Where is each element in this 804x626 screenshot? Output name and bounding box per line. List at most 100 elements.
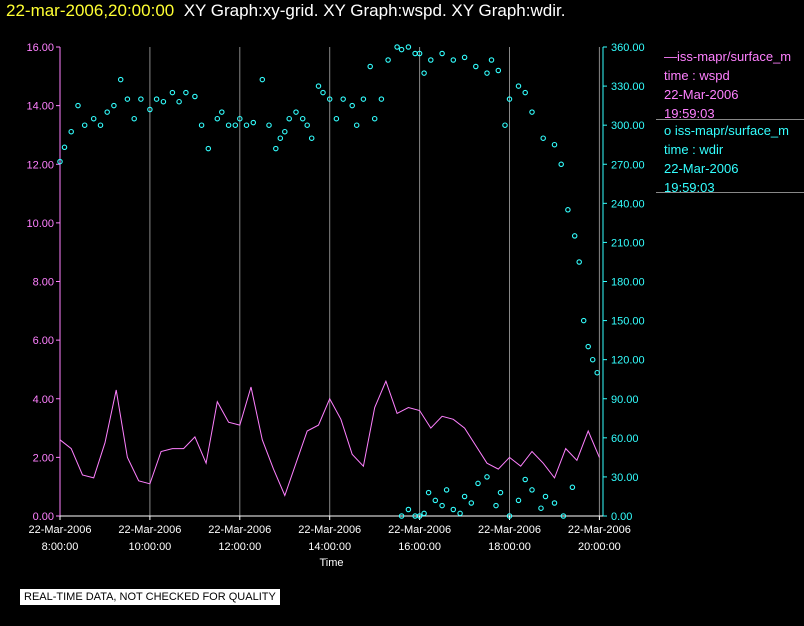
wdir-point bbox=[529, 109, 535, 115]
wdir-point bbox=[542, 493, 549, 500]
wdir-point bbox=[495, 67, 502, 74]
x-tick-time: 20:00:00 bbox=[578, 541, 621, 553]
wdir-point bbox=[304, 122, 310, 128]
wdir-point bbox=[57, 158, 63, 165]
wdir-point bbox=[565, 207, 571, 213]
y-right-tick-label: 240.00 bbox=[611, 198, 645, 210]
wdir-point bbox=[219, 109, 225, 115]
wdir-point bbox=[153, 96, 160, 102]
wdir-point bbox=[484, 70, 490, 76]
wdir-point bbox=[237, 115, 243, 122]
wdir-point bbox=[273, 145, 279, 152]
y-right-tick-label: 360.00 bbox=[611, 42, 645, 54]
wdir-point bbox=[506, 96, 513, 102]
wdir-point bbox=[468, 500, 475, 506]
legend-divider bbox=[656, 119, 804, 120]
y-right-tick-label: 210.00 bbox=[611, 237, 645, 249]
wspd-series-line bbox=[59, 379, 600, 497]
wdir-point bbox=[293, 109, 299, 115]
wdir-point bbox=[147, 106, 153, 113]
y-right-tick-label: 90.00 bbox=[611, 394, 639, 406]
wdir-point bbox=[183, 89, 189, 96]
wdir-point bbox=[450, 57, 457, 63]
wdir-point bbox=[425, 489, 432, 496]
wdir-point bbox=[250, 119, 257, 126]
wdir-point bbox=[340, 96, 346, 102]
wdir-point bbox=[515, 497, 522, 504]
legend-wdir-date: 22-Mar-2006 bbox=[664, 161, 739, 176]
wdir-point bbox=[68, 128, 74, 135]
x-tick-time: 14:00:00 bbox=[308, 541, 351, 553]
y-right-tick-label: 300.00 bbox=[611, 120, 645, 132]
x-tick-date: 22-Mar-2006 bbox=[568, 524, 631, 536]
x-tick-date: 22-Mar-2006 bbox=[388, 524, 451, 536]
wdir-point bbox=[104, 109, 110, 115]
x-tick-date: 22-Mar-2006 bbox=[298, 524, 361, 536]
y-left-tick-label: 0.00 bbox=[33, 511, 54, 523]
wdir-point bbox=[405, 44, 412, 50]
wdir-point bbox=[75, 102, 81, 109]
wdir-point bbox=[398, 513, 405, 519]
wdir-point bbox=[551, 141, 558, 148]
x-tick-time: 8:00:00 bbox=[42, 541, 79, 553]
wdir-point bbox=[502, 122, 508, 128]
wdir-point bbox=[421, 70, 427, 76]
wdir-point bbox=[299, 115, 306, 122]
wdir-point bbox=[394, 44, 400, 50]
wdir-point bbox=[412, 50, 418, 57]
y-left-tick-label: 6.00 bbox=[33, 335, 54, 347]
wdir-point bbox=[124, 96, 131, 102]
legend-wdir-variable: time : wdir bbox=[664, 142, 724, 157]
y-left-tick-label: 12.00 bbox=[26, 159, 54, 171]
wdir-point bbox=[315, 83, 322, 89]
wdir-point bbox=[169, 89, 176, 96]
wdir-point bbox=[493, 502, 499, 509]
quality-disclaimer: REAL-TIME DATA, NOT CHECKED FOR QUALITY bbox=[20, 589, 280, 605]
wdir-point bbox=[432, 497, 439, 504]
wdir-point bbox=[367, 63, 373, 70]
y-right-tick-label: 30.00 bbox=[611, 472, 639, 484]
x-tick-date: 22-Mar-2006 bbox=[478, 524, 541, 536]
wdir-point bbox=[326, 96, 333, 102]
wdir-point bbox=[225, 122, 232, 128]
x-axis-label: Time bbox=[319, 557, 343, 569]
wdir-point bbox=[349, 102, 355, 109]
x-tick-time: 12:00:00 bbox=[218, 541, 261, 553]
wdir-point bbox=[475, 480, 481, 487]
wdir-point bbox=[522, 89, 528, 96]
wdir-point bbox=[353, 122, 360, 128]
y-left-tick-label: 8.00 bbox=[33, 277, 54, 289]
legend-wspd-variable: time : wspd bbox=[664, 68, 730, 83]
wdir-point bbox=[214, 115, 221, 122]
x-tick-time: 16:00:00 bbox=[398, 541, 441, 553]
y-right-tick-label: 270.00 bbox=[611, 159, 645, 171]
wdir-point bbox=[378, 96, 385, 102]
wdir-point bbox=[585, 343, 591, 350]
wdir-point bbox=[138, 96, 144, 102]
wdir-point bbox=[405, 506, 412, 513]
legend-wdir-time: 19:59:03 bbox=[664, 180, 715, 195]
wdir-point bbox=[571, 233, 578, 239]
wdir-point bbox=[398, 46, 405, 53]
wdir-point bbox=[320, 89, 326, 96]
wdir-point bbox=[160, 98, 167, 105]
wdir-point bbox=[282, 128, 288, 135]
wdir-point bbox=[371, 115, 378, 122]
wdir-point bbox=[551, 500, 558, 506]
wdir-point bbox=[81, 122, 88, 128]
wdir-point bbox=[205, 145, 212, 152]
chart-title: 22-mar-2006,20:00:00 XY Graph:xy-grid. X… bbox=[6, 1, 565, 21]
wdir-point bbox=[461, 54, 468, 61]
y-right-tick-label: 120.00 bbox=[611, 355, 645, 367]
wdir-point bbox=[484, 474, 490, 480]
wdir-point bbox=[232, 122, 239, 128]
wdir-point bbox=[61, 144, 68, 151]
y-left-tick-label: 14.00 bbox=[26, 101, 54, 113]
y-right-tick-label: 330.00 bbox=[611, 81, 645, 93]
wdir-point bbox=[277, 135, 284, 141]
wdir-point bbox=[90, 115, 97, 122]
wdir-point bbox=[111, 102, 117, 109]
wdir-point bbox=[266, 122, 272, 128]
wdir-point bbox=[594, 369, 600, 376]
